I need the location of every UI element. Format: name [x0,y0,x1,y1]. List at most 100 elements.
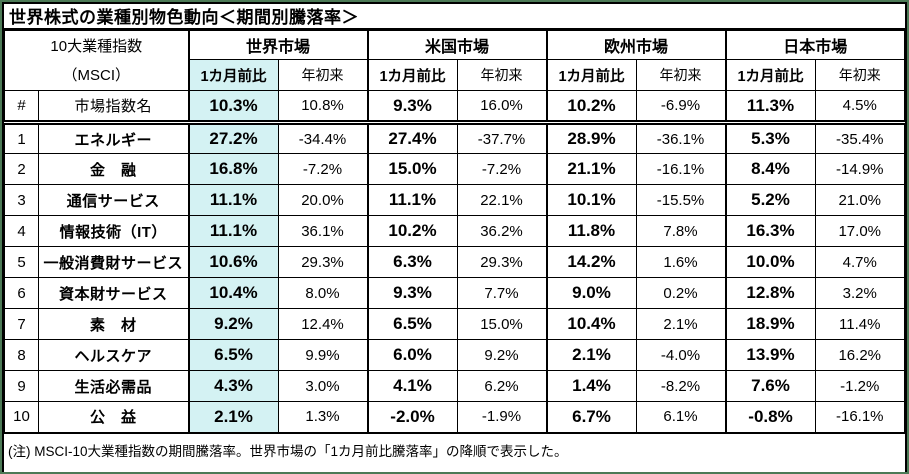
table-row: 3 通信サービス 11.1% 20.0% 11.1% 22.1% 10.1% -… [4,184,905,216]
world-monthly-value: 9.2% [187,308,279,340]
row-rank: 10 [4,401,39,433]
sector-name: 資本財サービス [38,277,189,309]
world-monthly-value: 10.6% [187,246,279,278]
world-ytd-value: 8.0% [277,277,368,309]
us-monthly-value: -2.0% [366,401,458,433]
europe-ytd-value: -15.5% [635,184,726,216]
sector-name: 素 材 [38,308,189,340]
table-row: 2 金 融 16.8% -7.2% 15.0% -7.2% 21.1% -16.… [4,153,905,185]
japan-ytd-value: 17.0% [814,215,905,247]
europe-ytd-value: -8.2% [635,370,726,402]
europe-monthly-value: 10.1% [545,184,637,216]
europe-monthly-value: 9.0% [545,277,637,309]
table-row: 9 生活必需品 4.3% 3.0% 4.1% 6.2% 1.4% -8.2% 7… [4,370,905,402]
europe-monthly-value: 2.1% [545,339,637,371]
header-japan-ytd: 年初来 [814,59,905,91]
world-ytd-value: 3.0% [277,370,368,402]
market-header-row: 10大業種指数 （MSCI） 世界市場 米国市場 欧州市場 日本市場 [4,30,905,91]
us-monthly-value: 6.3% [366,246,458,278]
japan-monthly-value: 13.9% [724,339,816,371]
us-monthly-value: 15.0% [366,153,458,185]
world-ytd-value: 12.4% [277,308,368,340]
us-monthly-value: 9.3% [366,277,458,309]
europe-ytd-value: -4.0% [635,339,726,371]
index-group-line1: 10大業種指数 [50,37,143,55]
table-row: 1 エネルギー 27.2% -34.4% 27.4% -37.7% 28.9% … [4,122,905,154]
japan-monthly-value: 10.0% [724,246,816,278]
us-ytd-value: 36.2% [456,215,547,247]
index-group-header: 10大業種指数 （MSCI） [4,30,190,91]
us-ytd-value: -37.7% [456,122,547,154]
header-market-world: 世界市場 [187,30,368,60]
period-header-row: 1カ月前比 年初来 1カ月前比 年初来 1カ月前比 年初来 1カ月前比 年初来 [5,59,905,91]
world-monthly-value: 6.5% [187,339,279,371]
europe-monthly-value: 28.9% [545,122,637,154]
sector-performance-table: 10大業種指数 （MSCI） 世界市場 米国市場 欧州市場 日本市場 1カ月前比… [4,30,905,434]
row-rank: 1 [4,122,39,154]
japan-ytd-value: 16.2% [814,339,905,371]
europe-ytd-value: 1.6% [635,246,726,278]
europe-monthly-value: 1.4% [545,370,637,402]
japan-monthly-value: 16.3% [724,215,816,247]
europe-monthly-value: 6.7% [545,401,637,433]
japan-monthly-value: 11.3% [724,90,816,125]
row-rank: 6 [4,277,39,309]
japan-ytd-value: -35.4% [814,122,905,154]
row-rank: 9 [4,370,39,402]
japan-ytd-value: 21.0% [814,184,905,216]
world-monthly-value: 11.1% [187,215,279,247]
sector-name: ヘルスケア [38,339,189,371]
row-rank: 7 [4,308,39,340]
japan-monthly-value: 5.2% [724,184,816,216]
europe-ytd-value: -6.9% [635,90,726,125]
japan-ytd-value: 3.2% [814,277,905,309]
us-ytd-value: 16.0% [456,90,547,125]
row-rank: 2 [4,153,39,185]
header-europe-monthly: 1カ月前比 [545,59,637,91]
sector-name: 情報技術（IT） [38,215,189,247]
europe-monthly-value: 10.4% [545,308,637,340]
japan-ytd-value: -14.9% [814,153,905,185]
world-monthly-value: 10.3% [187,90,279,125]
us-ytd-value: -7.2% [456,153,547,185]
sector-name: 生活必需品 [38,370,189,402]
world-ytd-value: 20.0% [277,184,368,216]
us-ytd-value: 9.2% [456,339,547,371]
europe-ytd-value: -16.1% [635,153,726,185]
europe-ytd-value: -36.1% [635,122,726,154]
europe-monthly-value: 11.8% [545,215,637,247]
rank-column-header: # [4,90,39,125]
world-ytd-value: 1.3% [277,401,368,433]
japan-ytd-value: 4.7% [814,246,905,278]
sector-name: エネルギー [38,122,189,154]
header-world-monthly: 1カ月前比 [187,59,279,91]
table-row: 4 情報技術（IT） 11.1% 36.1% 10.2% 36.2% 11.8%… [4,215,905,247]
us-monthly-value: 9.3% [366,90,458,125]
japan-monthly-value: 5.3% [724,122,816,154]
world-monthly-value: 4.3% [187,370,279,402]
table-row: 7 素 材 9.2% 12.4% 6.5% 15.0% 10.4% 2.1% 1… [4,308,905,340]
header-europe-ytd: 年初来 [635,59,726,91]
us-ytd-value: 22.1% [456,184,547,216]
index-group-line2: （MSCI） [62,66,130,84]
world-monthly-value: 2.1% [187,401,279,433]
sector-name: 公 益 [38,401,189,433]
sector-name: 一般消費財サービス [38,246,189,278]
europe-monthly-value: 21.1% [545,153,637,185]
europe-ytd-value: 7.8% [635,215,726,247]
europe-ytd-value: 2.1% [635,308,726,340]
world-monthly-value: 27.2% [187,122,279,154]
japan-monthly-value: -0.8% [724,401,816,433]
us-monthly-value: 4.1% [366,370,458,402]
japan-ytd-value: 11.4% [814,308,905,340]
row-rank: 5 [4,246,39,278]
header-market-us: 米国市場 [366,30,547,60]
world-ytd-value: 10.8% [277,90,368,125]
table-row: 6 資本財サービス 10.4% 8.0% 9.3% 7.7% 9.0% 0.2%… [4,277,905,309]
world-monthly-value: 10.4% [187,277,279,309]
japan-ytd-value: -16.1% [814,401,905,433]
page-title: 世界株式の業種別物色動向＜期間別騰落率＞ [4,4,905,30]
header-japan-monthly: 1カ月前比 [724,59,816,91]
world-ytd-value: 9.9% [277,339,368,371]
